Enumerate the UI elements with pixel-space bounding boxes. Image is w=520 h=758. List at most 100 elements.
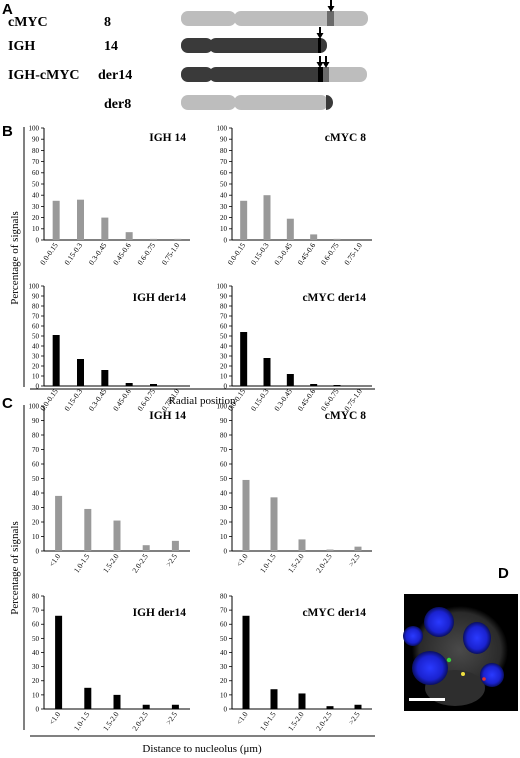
bar: [125, 383, 133, 386]
y-tick-label: 60: [220, 322, 228, 330]
y-tick-label: 80: [220, 302, 228, 310]
x-tick-label: 0.45-0.6: [111, 241, 133, 267]
chart-title: cMYC 8: [325, 132, 366, 144]
x-tick-label: >2.5: [164, 552, 179, 569]
x-tick-label: 1.5-2.0: [101, 710, 121, 733]
y-tick-label: 50: [220, 332, 228, 340]
x-tick-label: <1.0: [47, 710, 62, 727]
chart-c-igh-14: IGH 14 0 10 20 30 40 50 60 70 80 90 100 <1.0 1.0-1.5 1…: [29, 402, 190, 575]
chart-title: IGH der14: [133, 292, 187, 304]
y-tick-label: 10: [220, 691, 228, 699]
y-tick-label: 70: [32, 607, 40, 615]
y-tick-label: 10: [220, 225, 228, 233]
bar: [150, 384, 157, 386]
bar: [326, 549, 334, 551]
y-tick-label: 10: [32, 691, 40, 699]
x-tick-label: 2.0-2.5: [314, 710, 334, 733]
x-tick-label: >2.5: [346, 710, 361, 727]
bar: [150, 238, 157, 240]
y-tick-label: 30: [32, 352, 40, 360]
chrom-row-1-number: 8: [104, 15, 111, 30]
x-tick-label: 1.0-1.5: [72, 710, 92, 733]
bar: [242, 615, 250, 709]
y-tick-label: 0: [224, 705, 228, 713]
x-tick-label: 0.3-0.45: [87, 387, 109, 413]
nucleolus-3: [403, 626, 423, 646]
microscopy-image: [403, 594, 518, 711]
nucleolus-1: [424, 607, 454, 637]
y-tick-label: 60: [220, 621, 228, 629]
y-tick-label: 100: [29, 282, 40, 290]
nucleolus-4: [412, 651, 448, 685]
nucleolus-2: [463, 622, 491, 654]
bar: [270, 497, 278, 551]
chromosome-ideograms: [181, 0, 368, 110]
y-tick-label: 40: [32, 342, 40, 350]
y-tick-label: 90: [220, 136, 228, 144]
bar: [84, 687, 92, 709]
bar: [263, 195, 271, 240]
y-tick-label: 10: [32, 225, 40, 233]
y-tick-label: 20: [32, 677, 40, 685]
chart-title: IGH 14: [149, 132, 186, 144]
bar: [101, 370, 109, 386]
bar: [354, 704, 362, 709]
chart-title: IGH 14: [149, 410, 186, 422]
chart-c-cmyc-8: cMYC 8 0 10 20 30 40 50 60 70 80 90 100 <1.0 1.0-1.5 1…: [217, 402, 372, 575]
y-tick-label: 0: [36, 382, 40, 390]
y-tick-label: 80: [32, 592, 40, 600]
x-tick-label: 0.75-1.0: [160, 241, 182, 267]
bar: [84, 508, 92, 551]
y-tick-label: 70: [220, 312, 228, 320]
y-tick-label: 80: [32, 431, 40, 439]
y-tick-label: 30: [32, 504, 40, 512]
x-tick-label: 0.15-0.3: [62, 387, 84, 413]
chromosome-8: [181, 0, 368, 26]
y-tick-label: 40: [32, 489, 40, 497]
chart-c-igh-der14: IGH der14 0 10 20 30 40 50 60 70 80 <1.0 1.0-1.5 1.5…: [32, 592, 190, 733]
x-tick-label: 0.3-0.45: [272, 387, 294, 413]
bar: [310, 384, 318, 386]
y-tick-label: 50: [220, 475, 228, 483]
y-tick-label: 60: [32, 169, 40, 177]
bar: [333, 238, 341, 240]
bar: [125, 232, 133, 240]
y-tick-label: 90: [32, 417, 40, 425]
y-tick-label: 40: [220, 649, 228, 657]
x-tick-label: 0.3-0.45: [272, 241, 294, 267]
panel-c-y-axis-title: Percentage of signals: [9, 521, 21, 614]
bar: [113, 694, 121, 709]
y-tick-label: 100: [29, 124, 40, 132]
bar: [298, 539, 306, 551]
y-tick-label: 20: [220, 677, 228, 685]
x-tick-label: 0.6-0.75: [135, 241, 157, 267]
bar: [333, 385, 341, 386]
chrom-row-3-name: IGH-cMYC: [8, 68, 80, 83]
bar: [298, 693, 306, 709]
y-tick-label: 10: [32, 533, 40, 541]
bar: [286, 374, 294, 386]
chrom-row-4-number: der8: [104, 97, 131, 112]
panel-letter-a: A: [2, 1, 13, 18]
x-tick-label: 1.5-2.0: [286, 552, 306, 575]
y-tick-label: 50: [32, 180, 40, 188]
chromosome-der8: [181, 95, 333, 110]
y-tick-label: 0: [36, 236, 40, 244]
panel-c-x-axis-title: Distance to nucleolus (μm): [142, 743, 262, 755]
chart-c-cmyc-der14: cMYC der14 0 10 20 30 40 50 60 70 80 <1.0 1.0-1.5 1.…: [220, 592, 372, 733]
y-tick-label: 30: [220, 663, 228, 671]
x-tick-label: 0.15-0.3: [249, 387, 271, 413]
x-tick-label: 0.0-0.15: [38, 387, 60, 413]
x-tick-label: 0.6-0.75: [319, 241, 341, 267]
chart-b-cmyc-der14: cMYC der1401020304050607080901000.0-0.15…: [217, 282, 372, 413]
x-tick-label: 0.15-0.3: [249, 241, 271, 267]
y-tick-label: 70: [32, 312, 40, 320]
x-tick-label: 0.0-0.15: [38, 241, 60, 267]
y-tick-label: 0: [224, 236, 228, 244]
x-tick-label: 0.75-1.0: [342, 387, 364, 413]
y-tick-label: 80: [220, 147, 228, 155]
bar: [142, 704, 150, 709]
y-tick-label: 40: [220, 489, 228, 497]
chart-title: cMYC der14: [302, 292, 366, 304]
